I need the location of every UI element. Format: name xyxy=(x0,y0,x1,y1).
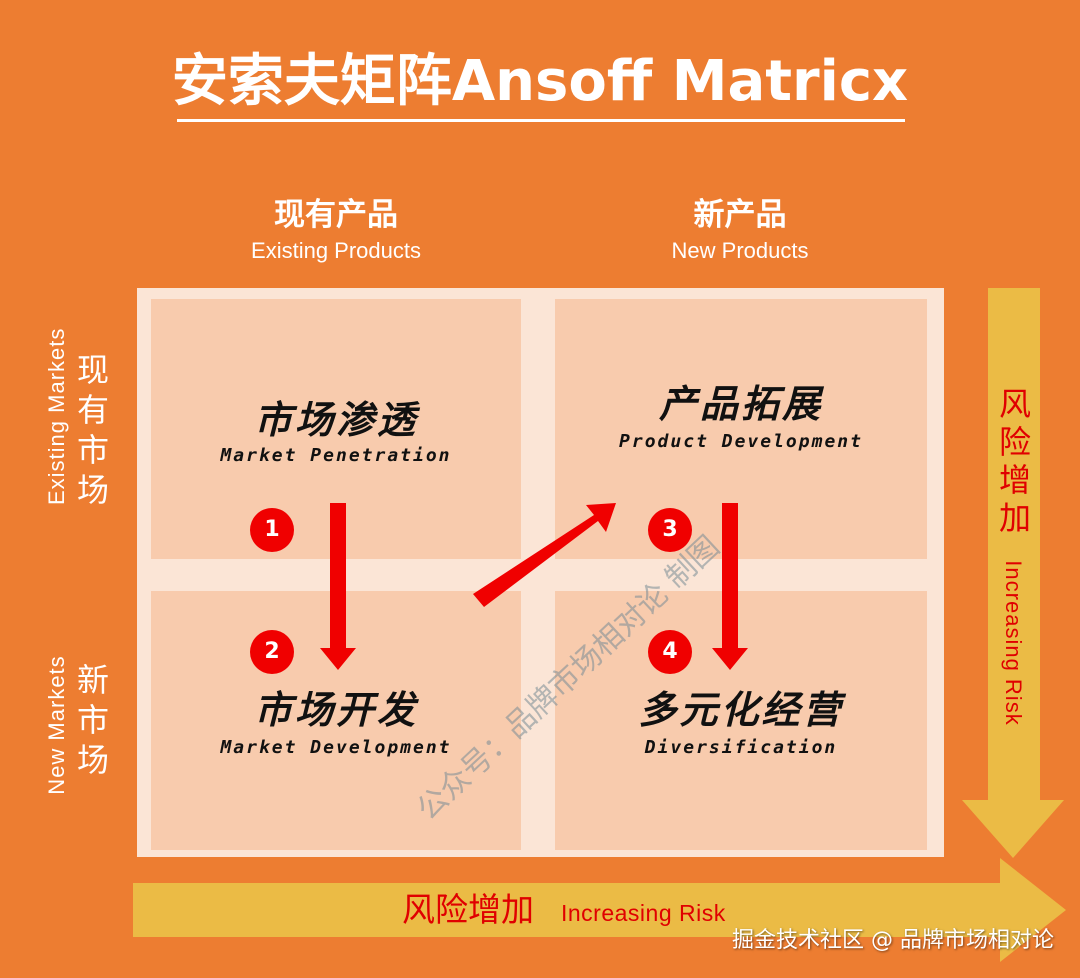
risk-vertical-zh: 风险增加 xyxy=(998,385,1031,537)
cell-title-en: Product Development xyxy=(619,431,863,452)
column-header-new-products: 新产品 New Products xyxy=(590,195,890,267)
cell-product-development: 产品拓展 Product Development xyxy=(555,299,927,559)
cell-title-zh: 多元化经营 xyxy=(638,688,844,732)
footer-credit: 掘金技术社区 @ 品牌市场相对论 xyxy=(732,928,1054,953)
column-header-zh: 新产品 xyxy=(693,197,787,233)
cell-title-en: Diversification xyxy=(644,737,838,758)
column-header-en: Existing Products xyxy=(251,238,421,263)
risk-horizontal-en: Increasing Risk xyxy=(561,900,726,926)
cell-title-zh: 市场渗透 xyxy=(253,398,418,442)
step-4-badge: 4 xyxy=(648,630,692,674)
column-header-zh: 现有产品 xyxy=(274,197,398,233)
risk-vertical-en: Increasing Risk xyxy=(1001,560,1026,726)
flow-arrow-2-to-3 xyxy=(473,503,616,607)
step-1-badge: 1 xyxy=(250,508,294,552)
page-title: 安索夫矩阵Ansoff Matricx xyxy=(171,49,909,114)
cell-diversification: 多元化经营 Diversification xyxy=(555,591,927,850)
flow-arrow-3-to-4 xyxy=(712,503,748,670)
cell-title-en: Market Penetration xyxy=(220,445,452,466)
row-header-zh-existing-markets: 现有市场 xyxy=(76,351,109,509)
column-header-en: New Products xyxy=(671,238,809,263)
column-header-existing-products: 现有产品 Existing Products xyxy=(186,195,486,267)
step-2-badge: 2 xyxy=(250,630,294,674)
row-header-zh-new-markets: 新市场 xyxy=(76,661,109,779)
cell-title-en: Market Development xyxy=(220,737,452,758)
title-underline xyxy=(177,119,905,122)
flow-arrow-1-to-2 xyxy=(320,503,356,670)
cell-market-development: 市场开发 Market Development xyxy=(151,591,521,850)
risk-arrow-vertical xyxy=(962,288,1064,858)
step-3-badge: 3 xyxy=(648,508,692,552)
cell-title-zh: 市场开发 xyxy=(253,688,418,732)
risk-horizontal-zh: 风险增加 xyxy=(402,890,534,929)
cell-title-zh: 产品拓展 xyxy=(658,382,823,426)
risk-arrow-horizontal xyxy=(133,858,1066,962)
